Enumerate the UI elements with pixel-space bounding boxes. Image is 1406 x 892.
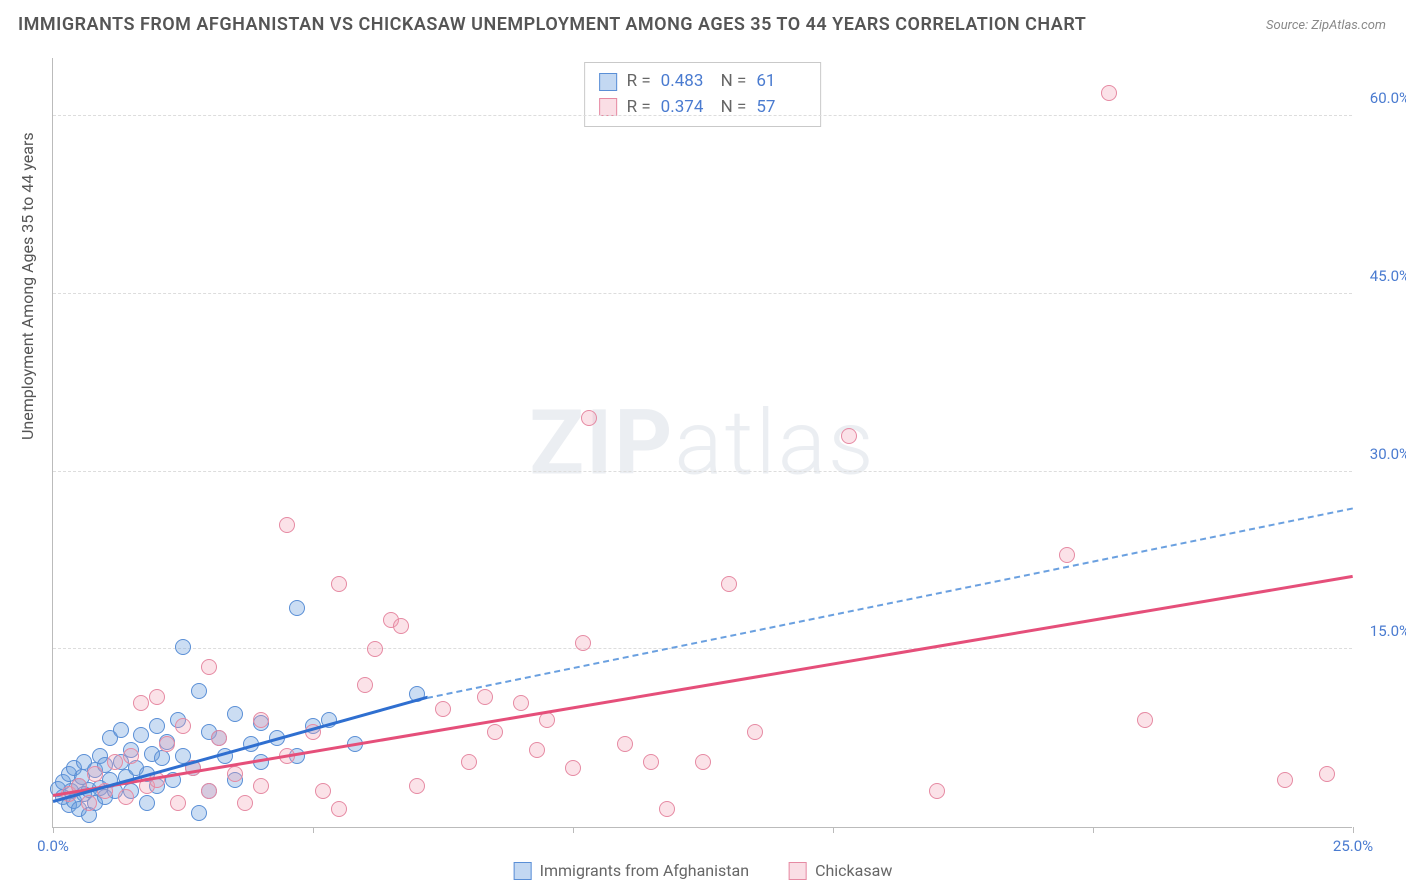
data-point [279,517,295,533]
x-tick [1353,827,1354,833]
swatch-icon [514,862,532,880]
n-value: 61 [756,69,806,95]
x-tick [313,827,314,833]
data-point [227,766,243,782]
watermark-bold: ZIP [529,390,674,495]
data-point [1101,85,1117,101]
chart-title: IMMIGRANTS FROM AFGHANISTAN VS CHICKASAW… [18,14,1086,35]
data-point [643,754,659,770]
data-point [659,801,675,817]
data-point [1059,547,1075,563]
legend-label: Immigrants from Afghanistan [540,861,749,880]
data-point [201,659,217,675]
x-tick [573,827,574,833]
data-point [477,689,493,705]
data-point [575,635,591,651]
data-point [331,801,347,817]
data-point [357,677,373,693]
data-point [133,727,149,743]
data-point [539,712,555,728]
gridline [53,648,1352,649]
x-tick [1093,827,1094,833]
swatch-icon [599,98,617,116]
data-point [191,683,207,699]
y-tick-label: 15.0% [1370,622,1406,640]
data-point [409,778,425,794]
data-point [154,750,170,766]
data-point [123,748,139,764]
swatch-icon [599,73,617,91]
x-tick-label: 25.0% [1333,837,1373,855]
data-point [139,795,155,811]
data-point [201,783,217,799]
n-label: N = [721,69,747,95]
data-point [227,706,243,722]
data-point [253,778,269,794]
data-point [331,576,347,592]
data-point [487,724,503,740]
x-tick [833,827,834,833]
data-point [1319,766,1335,782]
y-tick-label: 60.0% [1370,89,1406,107]
data-point [695,754,711,770]
data-point [289,600,305,616]
data-point [149,718,165,734]
r-value: 0.483 [661,69,711,95]
data-point [435,701,451,717]
data-point [1277,772,1293,788]
watermark: ZIPatlas [529,390,875,495]
data-point [175,639,191,655]
y-tick-label: 45.0% [1370,267,1406,285]
data-point [367,641,383,657]
data-point [149,689,165,705]
swatch-icon [789,862,807,880]
data-point [393,618,409,634]
data-point [617,736,633,752]
data-point [237,795,253,811]
data-point [175,718,191,734]
legend-item: Chickasaw [789,861,892,880]
data-point [170,795,186,811]
data-point [565,760,581,776]
bottom-legend: Immigrants from Afghanistan Chickasaw [514,861,893,880]
gridline [53,115,1352,116]
gridline [53,471,1352,472]
scatter-chart: ZIPatlas R = 0.483 N = 61 R = 0.374 N = … [52,58,1352,828]
data-point [107,754,123,770]
x-tick [53,827,54,833]
r-label: R = [627,69,651,95]
stats-legend-box: R = 0.483 N = 61 R = 0.374 N = 57 [584,62,822,127]
data-point [315,783,331,799]
data-point [513,695,529,711]
legend-item: Immigrants from Afghanistan [514,861,749,880]
stats-row: R = 0.483 N = 61 [599,69,807,95]
data-point [1137,712,1153,728]
data-point [211,730,227,746]
data-point [841,428,857,444]
data-point [113,722,129,738]
data-point [529,742,545,758]
data-point [929,783,945,799]
data-point [118,789,134,805]
data-point [191,805,207,821]
data-point [87,766,103,782]
y-tick-label: 30.0% [1370,445,1406,463]
data-point [253,712,269,728]
data-point [81,795,97,811]
trend-line [427,508,1353,699]
legend-label: Chickasaw [815,861,892,880]
gridline [53,293,1352,294]
data-point [581,410,597,426]
data-point [133,695,149,711]
data-point [747,724,763,740]
y-axis-label: Unemployment Among Ages 35 to 44 years [18,132,37,440]
data-point [159,736,175,752]
data-point [461,754,477,770]
x-tick-label: 0.0% [37,837,69,855]
source-label: Source: ZipAtlas.com [1266,18,1386,33]
data-point [721,576,737,592]
